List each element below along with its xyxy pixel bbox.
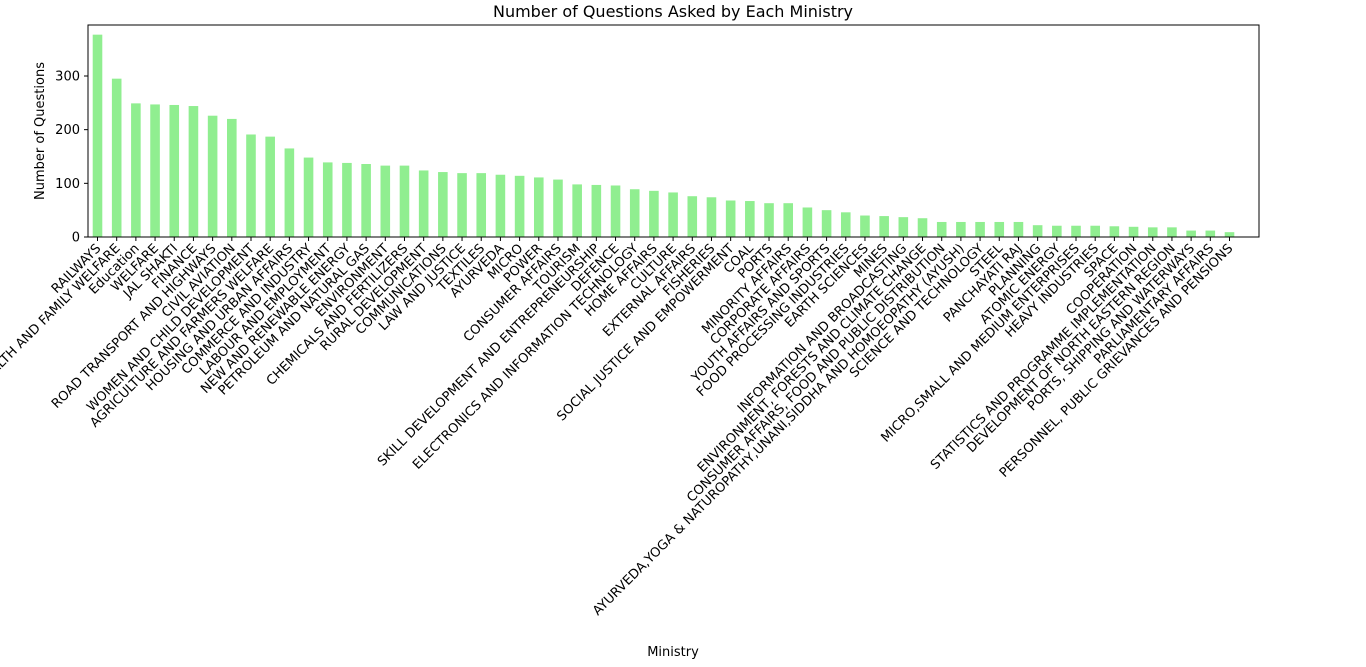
- bar: [706, 197, 717, 237]
- bar: [610, 185, 621, 237]
- bar: [572, 184, 582, 237]
- bar: [1224, 232, 1235, 237]
- bar: [399, 165, 410, 237]
- x-tick-label: HEALTH AND FAMILY WELFARE: [0, 241, 124, 390]
- chart-title: Number of Questions Asked by Each Minist…: [493, 2, 853, 21]
- bar: [361, 164, 371, 237]
- bar: [821, 210, 832, 237]
- bar: [1013, 221, 1024, 237]
- bar: [1205, 230, 1216, 237]
- bar: [514, 175, 525, 237]
- bar: [687, 196, 698, 237]
- bar: [783, 203, 794, 237]
- bar: [227, 118, 237, 237]
- y-tick-label: 200: [55, 123, 80, 138]
- bar: [533, 177, 544, 237]
- bar: [131, 103, 141, 237]
- bar: [936, 221, 947, 237]
- plot-frame: [87, 24, 1260, 238]
- bar: [860, 215, 870, 237]
- y-tick-label: 300: [55, 69, 80, 84]
- bar: [898, 217, 909, 237]
- y-axis-label: Number of Questions: [33, 62, 48, 200]
- bar: [745, 201, 755, 237]
- bar: [956, 221, 966, 237]
- bar: [265, 136, 275, 237]
- bar: [92, 34, 103, 237]
- bar: [975, 221, 985, 237]
- bar: [1186, 230, 1196, 237]
- bar: [1032, 225, 1043, 237]
- y-axis: 0 100 200 300: [55, 69, 88, 246]
- x-axis-label: Ministry: [647, 645, 699, 660]
- bar: [188, 106, 199, 237]
- bar: [438, 172, 448, 237]
- bar: [322, 162, 333, 237]
- bar: [457, 173, 467, 237]
- bar: [169, 104, 180, 237]
- bars-group: [92, 34, 1235, 238]
- bar: [495, 174, 506, 237]
- y-tick-label: 0: [72, 231, 80, 246]
- bar: [668, 192, 678, 237]
- bar: [1128, 226, 1139, 237]
- bar: [840, 212, 851, 237]
- bar: [380, 165, 391, 237]
- bar: [303, 157, 314, 237]
- bar: [764, 203, 774, 237]
- bar: [994, 221, 1005, 237]
- bar: [917, 218, 928, 237]
- bar: [802, 207, 813, 237]
- bar: [629, 189, 640, 237]
- bar: [1109, 226, 1120, 237]
- bar: [1090, 225, 1100, 237]
- bar: [111, 78, 122, 237]
- bar: [284, 148, 295, 237]
- bar: [1071, 225, 1081, 237]
- bar: [207, 115, 218, 237]
- bar: [725, 200, 736, 237]
- bar: [879, 216, 889, 237]
- y-tick-label: 100: [55, 177, 80, 192]
- bar: [418, 170, 429, 237]
- bar: [649, 190, 659, 237]
- bar: [246, 134, 256, 237]
- bar: [553, 179, 563, 237]
- bar: [476, 173, 487, 237]
- bar: [1147, 227, 1158, 237]
- bar: [1167, 227, 1177, 237]
- bar: [591, 184, 602, 237]
- bar: [342, 162, 352, 237]
- bar: [1052, 225, 1062, 237]
- bar: [150, 104, 160, 238]
